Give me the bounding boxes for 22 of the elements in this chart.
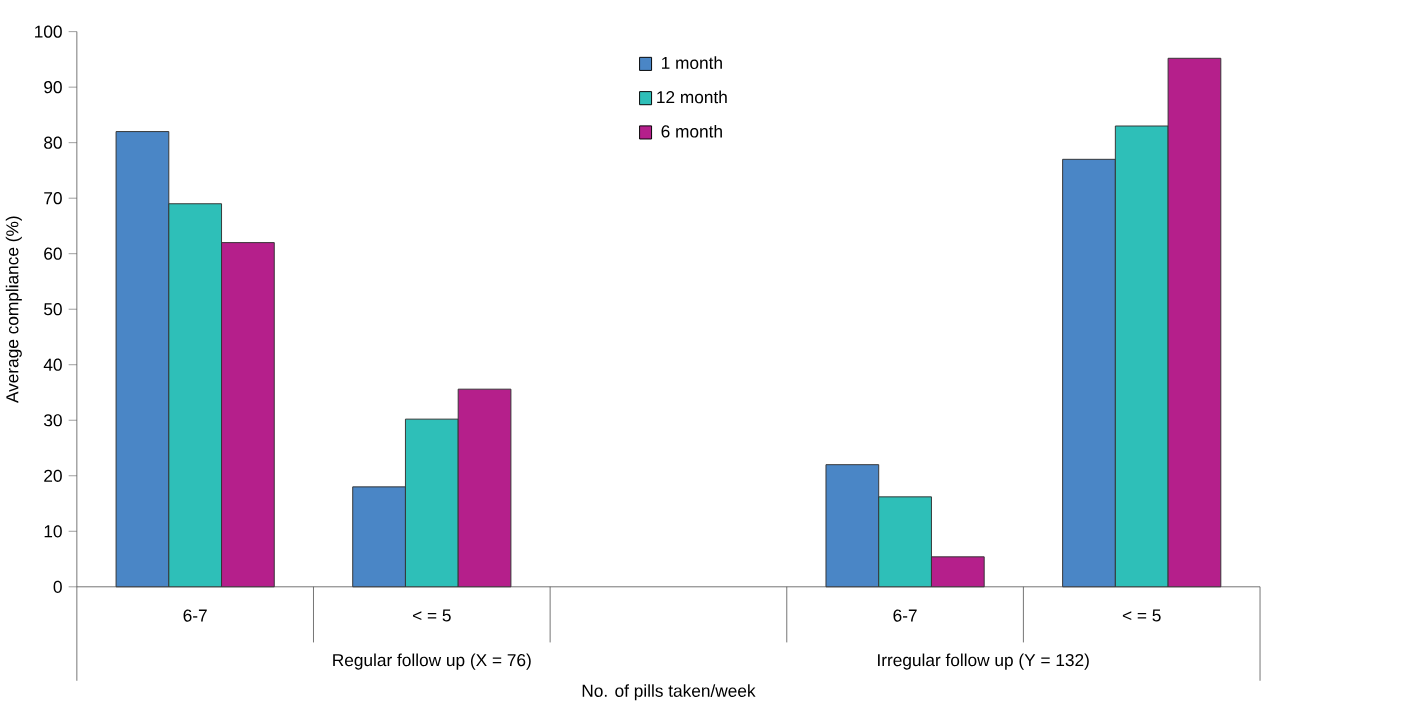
- y-tick-label: 70: [44, 192, 62, 205]
- x-tick-label: 6-7: [893, 609, 917, 622]
- legend-label: 12 month: [657, 90, 727, 104]
- y-tick-label: 0: [53, 580, 62, 593]
- x-tick-label: < = 5: [1122, 609, 1161, 622]
- legend-label: 6 month: [661, 124, 722, 138]
- text: Regular follow up (X = 76): [333, 653, 531, 670]
- y-axis-title: Average compliance (%): [5, 216, 22, 404]
- legend-label: 1 month: [662, 56, 722, 69]
- x-tick-label: < = 5: [412, 609, 451, 622]
- y-tick-label: 40: [43, 358, 62, 371]
- text: Irregular follow up (Y = 132): [878, 653, 1089, 670]
- x-tick-label: 6-7: [183, 609, 207, 622]
- y-tick-label: 20: [44, 469, 62, 482]
- y-tick-label: 60: [44, 247, 62, 260]
- y-tick-label: 50: [44, 303, 62, 316]
- y-tick-label: 100: [35, 25, 62, 38]
- y-tick-label: 80: [44, 136, 62, 149]
- y-tick-label: 90: [44, 81, 62, 94]
- y-tick-label: 30: [44, 414, 62, 427]
- x-axis-title: No. of pills taken/week: [582, 684, 756, 701]
- y-tick-label: 10: [44, 525, 62, 538]
